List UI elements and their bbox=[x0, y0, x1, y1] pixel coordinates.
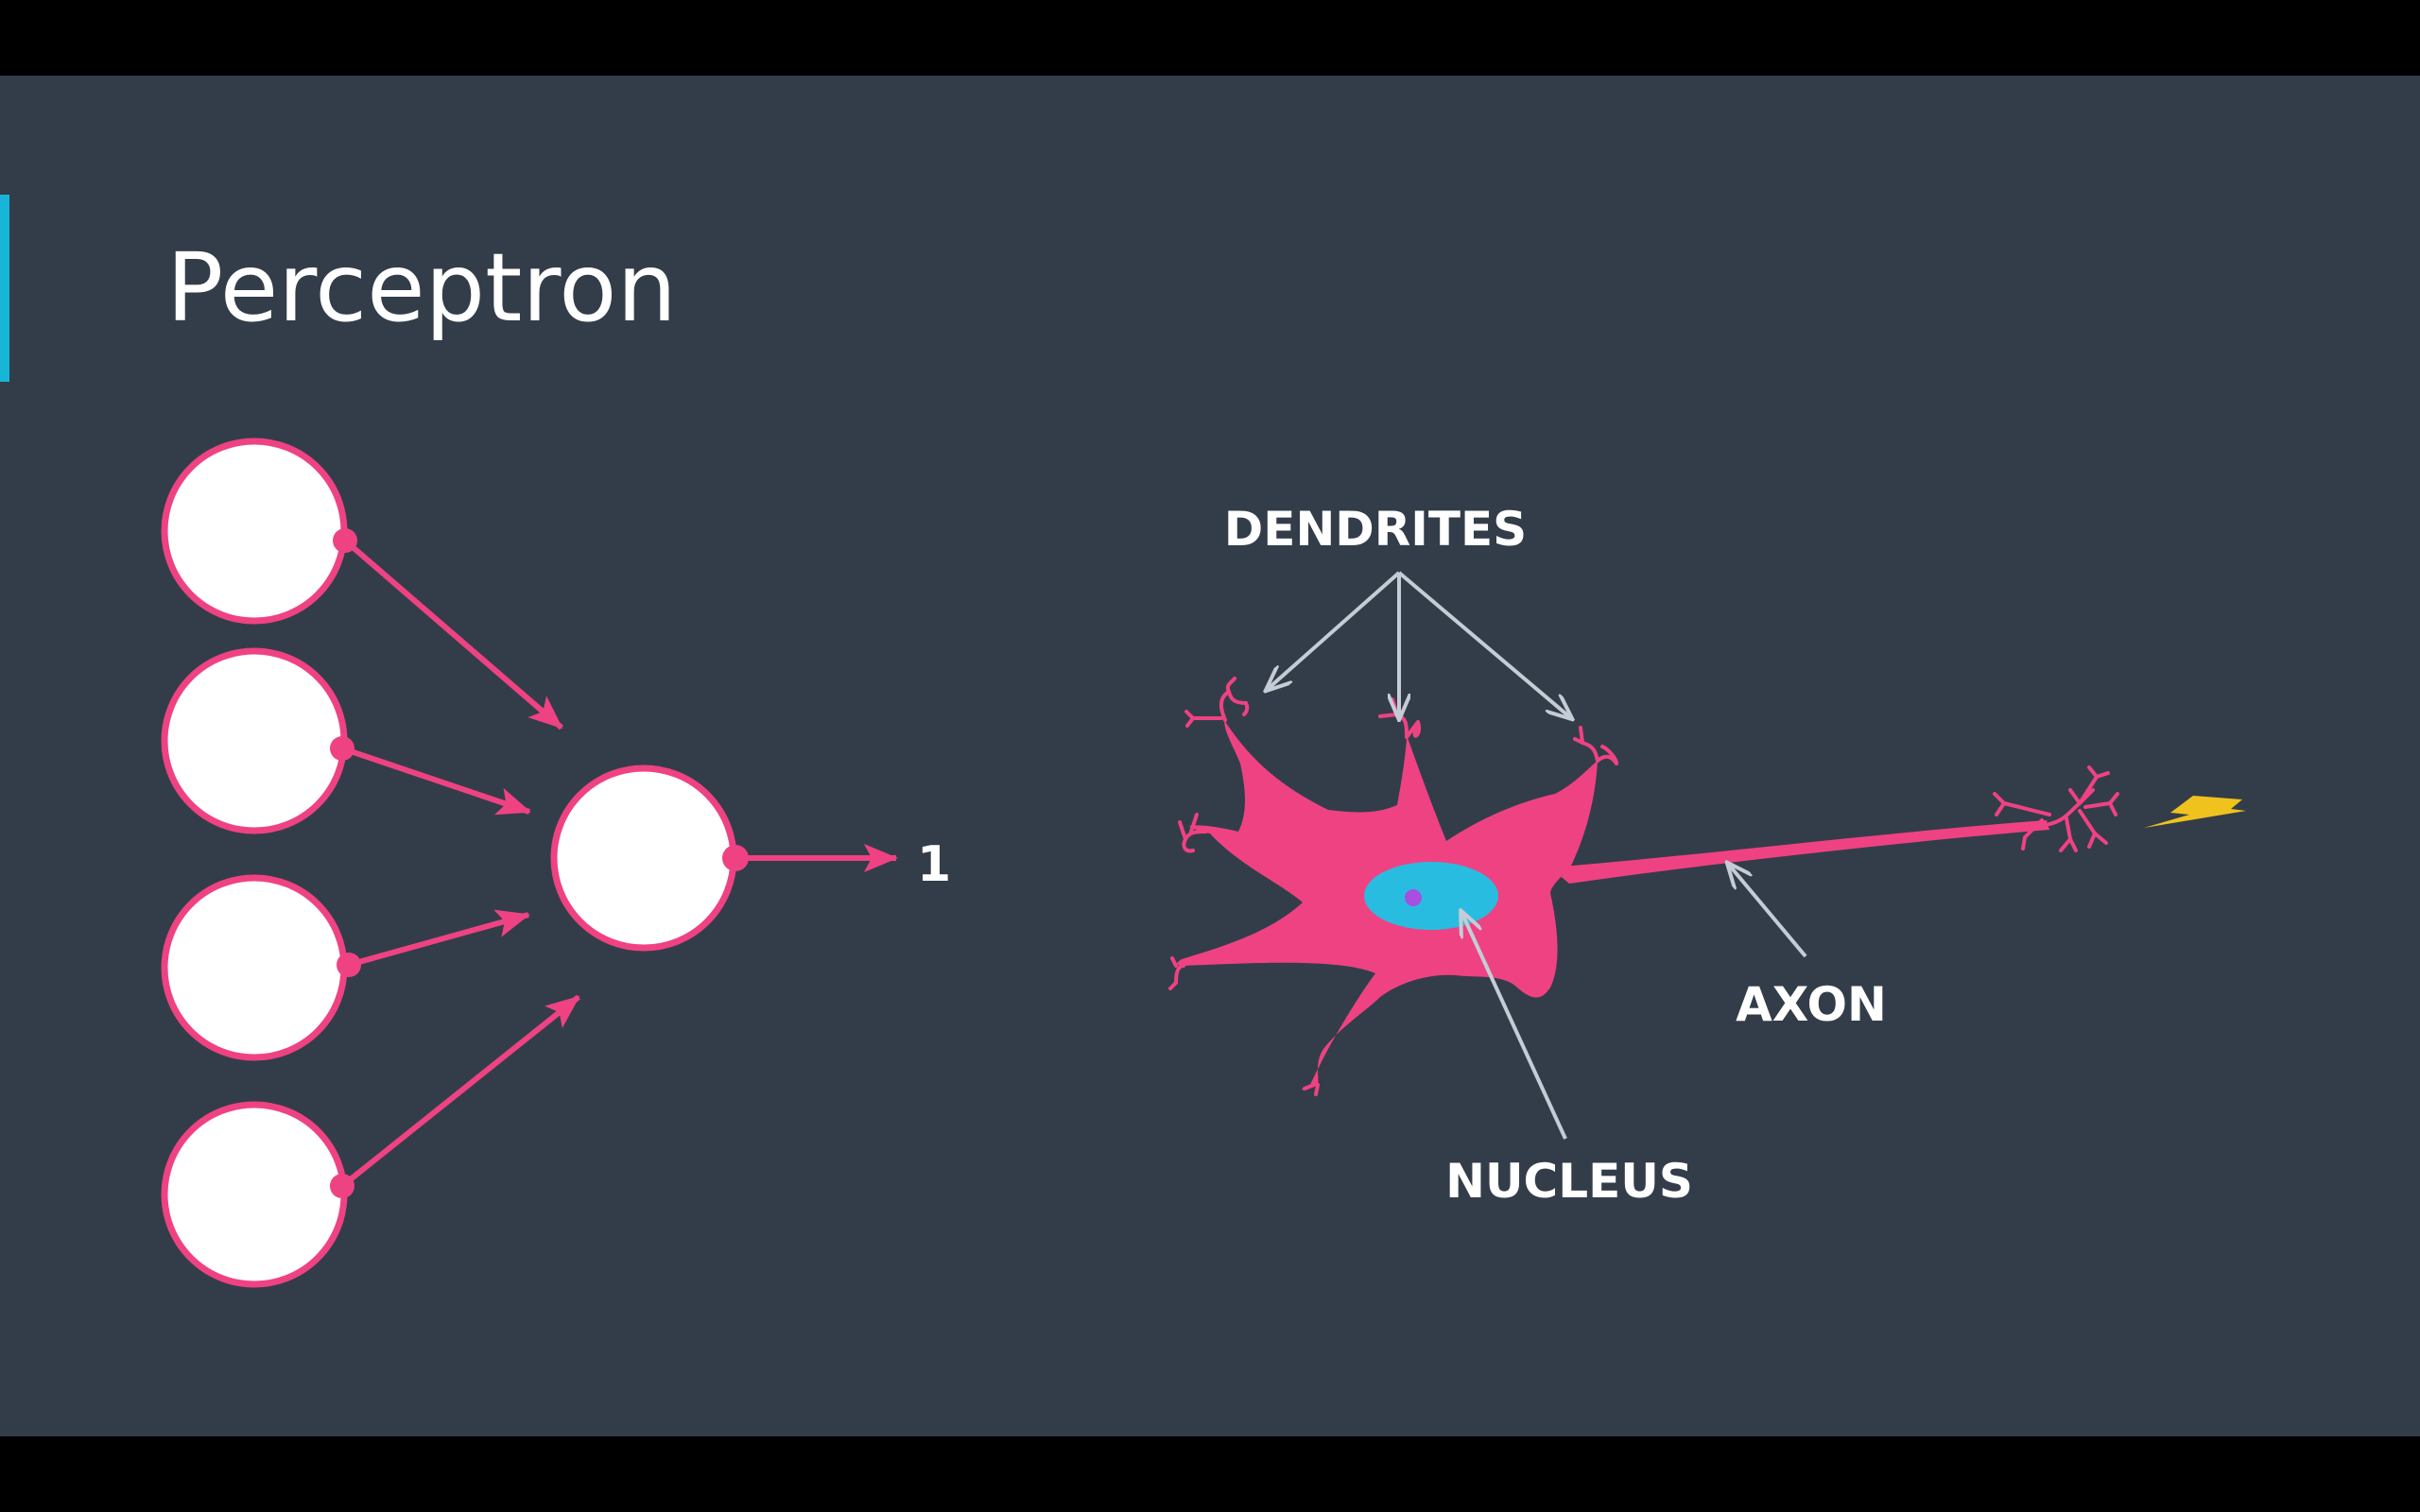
input-arrow bbox=[348, 909, 530, 968]
slide bbox=[0, 76, 2420, 1436]
perceptron-diagram: 1 bbox=[161, 438, 951, 1288]
axon-pointer-arrow bbox=[1728, 864, 1807, 958]
dendrites-label: DENDRITES bbox=[1224, 502, 1527, 557]
nucleus bbox=[1364, 862, 1498, 930]
input-arrow bbox=[343, 538, 563, 730]
output-value: 1 bbox=[917, 836, 951, 893]
dendrite-pointer-arrow bbox=[1397, 571, 1571, 718]
input-node bbox=[161, 647, 348, 834]
input-arrow bbox=[340, 994, 580, 1189]
title-accent-bar bbox=[0, 195, 9, 382]
dendrite-tips bbox=[1168, 677, 2119, 1096]
lightning-bolt-icon bbox=[2144, 796, 2246, 828]
nucleolus bbox=[1405, 889, 1422, 906]
axon-shape bbox=[1550, 820, 2049, 884]
dendrite-pointer-arrow bbox=[1267, 571, 1401, 690]
nucleus-pointer-arrow bbox=[1461, 912, 1567, 1140]
input-node bbox=[161, 874, 348, 1061]
axon-label: AXON bbox=[1736, 977, 1887, 1032]
neuron-labels: DENDRITES NUCLEUS AXON bbox=[1224, 502, 1887, 1209]
input-arrow bbox=[341, 746, 531, 816]
input-node bbox=[161, 438, 348, 625]
input-node bbox=[161, 1101, 348, 1288]
neuron-illustration bbox=[1168, 677, 2246, 1096]
nucleus-label: NUCLEUS bbox=[1445, 1154, 1693, 1209]
slide-title: Perceptron bbox=[166, 232, 677, 343]
output-node bbox=[550, 765, 737, 952]
